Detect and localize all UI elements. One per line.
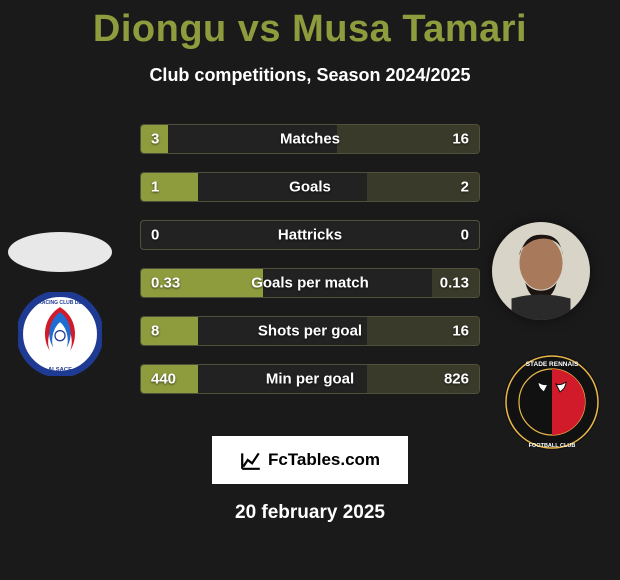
right-fill	[432, 269, 479, 297]
chart-icon	[240, 449, 262, 471]
stat-row-shots-per-goal: 816Shots per goal	[140, 316, 480, 346]
stat-row-matches: 316Matches	[140, 124, 480, 154]
comparison-card: Diongu vs Musa Tamari Club competitions,…	[0, 0, 620, 580]
stat-row-min-per-goal: 440826Min per goal	[140, 364, 480, 394]
svg-text:ALSACE: ALSACE	[48, 367, 72, 373]
page-title: Diongu vs Musa Tamari	[0, 8, 620, 51]
left-fill	[141, 317, 198, 345]
right-fill	[367, 317, 479, 345]
left-fill	[141, 269, 263, 297]
right-value: 0	[461, 227, 469, 244]
right-fill	[367, 173, 479, 201]
stat-row-goals: 12Goals	[140, 172, 480, 202]
player1-photo	[8, 232, 112, 272]
fctables-logo: FcTables.com	[212, 436, 408, 484]
club-text2: FOOTBALL CLUB	[529, 443, 576, 449]
right-fill	[337, 125, 479, 153]
stat-bars: 316Matches 12Goals 0 0Hattricks 0.330.13Goal…	[140, 124, 480, 412]
logo-text: FcTables.com	[268, 450, 380, 470]
left-fill	[141, 125, 168, 153]
left-fill	[141, 173, 198, 201]
left-value: 0	[151, 227, 159, 244]
player1-club-badge: RACING CLUB DE ALSACE	[18, 292, 102, 376]
svg-text:RACING CLUB DE: RACING CLUB DE	[38, 300, 82, 306]
right-fill	[367, 365, 479, 393]
stat-row-hattricks: 0 0Hattricks	[140, 220, 480, 250]
club-text: STADE RENNAIS	[526, 361, 579, 368]
player2-photo	[492, 222, 590, 320]
left-fill	[141, 365, 198, 393]
date-text: 20 february 2025	[0, 502, 620, 524]
stat-row-goals-per-match: 0.330.13Goals per match	[140, 268, 480, 298]
subtitle: Club competitions, Season 2024/2025	[0, 65, 620, 86]
stat-label: Hattricks	[141, 227, 479, 244]
comparison-area: RACING CLUB DE ALSACE STADE	[0, 116, 620, 416]
player2-club-badge: STADE RENNAIS FOOTBALL CLUB	[502, 352, 602, 452]
